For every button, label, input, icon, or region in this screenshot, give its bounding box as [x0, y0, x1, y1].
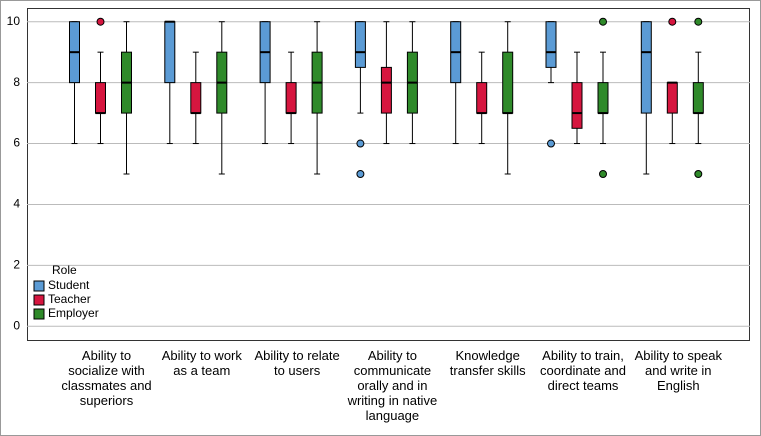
x-tick-label: Ability to speak and write in English	[634, 348, 723, 393]
y-tick-label: 10	[7, 14, 21, 28]
outlier	[668, 17, 677, 26]
y-tick-label: 6	[13, 136, 20, 150]
box	[164, 21, 176, 84]
legend-title: Role	[52, 263, 77, 277]
outlier	[356, 170, 365, 178]
outlier	[96, 17, 105, 26]
box	[95, 82, 106, 114]
x-tick-label: Ability to communicate orally and in wri…	[347, 348, 438, 423]
x-tick-label: Ability to work as a team	[161, 348, 242, 378]
legend-swatch	[33, 308, 45, 320]
x-tick-label: Ability to socialize with classmates and…	[61, 348, 152, 408]
y-tick-label: 4	[13, 197, 20, 211]
box	[545, 21, 557, 68]
legend-swatch	[33, 280, 45, 292]
y-tick-label: 0	[13, 318, 20, 332]
legend-label: Student	[48, 278, 90, 292]
outlier	[599, 17, 607, 26]
box	[692, 82, 704, 114]
legend-label: Teacher	[48, 292, 91, 306]
box	[571, 82, 583, 129]
box	[354, 21, 366, 68]
x-tick-label: Knowledge transfer skills	[449, 348, 526, 378]
outlier	[694, 170, 703, 178]
box	[476, 82, 488, 114]
plot-frame	[27, 8, 750, 341]
box	[285, 82, 297, 114]
x-tick-label: Ability to train, coordinate and direct …	[539, 348, 626, 393]
outlier	[694, 17, 703, 26]
outlier	[356, 139, 365, 148]
legend-swatch	[33, 294, 45, 306]
box	[502, 51, 514, 114]
box	[666, 82, 678, 114]
y-tick-label: 2	[13, 258, 20, 272]
box	[597, 82, 609, 114]
outlier	[599, 170, 607, 178]
y-tick-label: 8	[13, 75, 20, 89]
legend-label: Employer	[48, 306, 99, 320]
box	[190, 82, 202, 114]
x-tick-label: Ability to relate to users	[254, 348, 340, 378]
outlier	[547, 139, 555, 148]
box	[380, 66, 392, 114]
box	[640, 21, 652, 114]
